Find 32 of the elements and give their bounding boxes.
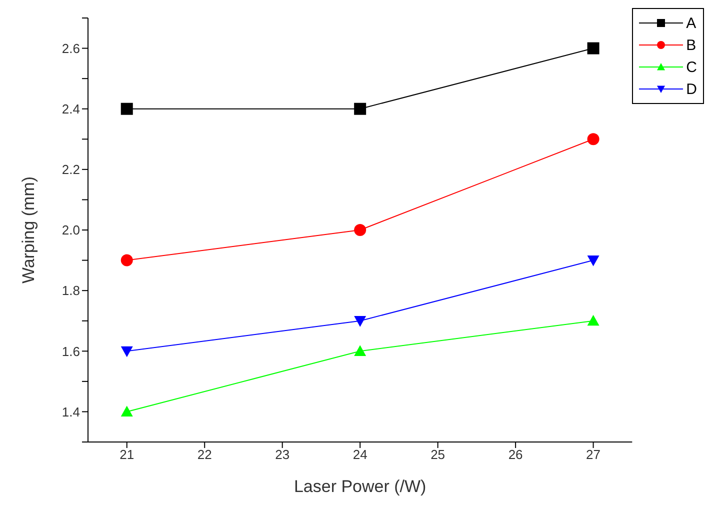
point bbox=[120, 254, 133, 266]
x-axis-title: Laser Power (/W) bbox=[294, 477, 426, 496]
legend-label: D bbox=[686, 80, 697, 98]
y-tick-label: 2.2 bbox=[62, 162, 80, 178]
point bbox=[120, 346, 133, 358]
x-tick-label: 26 bbox=[508, 447, 523, 462]
y-tick-label: 1.6 bbox=[62, 344, 80, 359]
point bbox=[354, 345, 366, 356]
x-tick-label: 25 bbox=[430, 447, 446, 462]
point bbox=[120, 102, 133, 115]
x-tick-label: 24 bbox=[352, 447, 368, 462]
y-axis-title: Warping (mm) bbox=[19, 176, 38, 284]
x-tick-label: 21 bbox=[120, 447, 134, 462]
y-tick-label: 1.4 bbox=[62, 404, 80, 420]
point bbox=[587, 255, 600, 266]
point bbox=[587, 314, 600, 326]
point bbox=[354, 102, 366, 115]
y-tick-label: 2.4 bbox=[62, 101, 80, 116]
point bbox=[354, 224, 366, 236]
x-tick-label: 27 bbox=[586, 447, 601, 462]
point bbox=[587, 42, 600, 54]
x-tick-label: 23 bbox=[275, 447, 290, 462]
point bbox=[354, 316, 366, 327]
point bbox=[120, 406, 133, 417]
y-tick-label: 2.0 bbox=[62, 222, 80, 238]
legend-label: A bbox=[686, 14, 696, 32]
y-tick-label: 1.8 bbox=[62, 283, 80, 298]
legend-label: C bbox=[686, 58, 697, 76]
point bbox=[587, 133, 600, 146]
legend-label: B bbox=[686, 36, 696, 54]
y-tick-label: 2.6 bbox=[62, 40, 80, 56]
x-tick-label: 22 bbox=[197, 447, 212, 462]
